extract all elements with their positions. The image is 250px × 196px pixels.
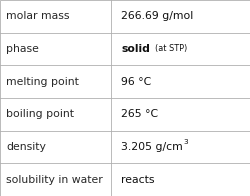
- Text: solubility in water: solubility in water: [6, 175, 103, 185]
- Text: 3.205 g/cm: 3.205 g/cm: [121, 142, 183, 152]
- Text: 266.69 g/mol: 266.69 g/mol: [121, 11, 194, 21]
- Text: molar mass: molar mass: [6, 11, 70, 21]
- Text: reacts: reacts: [121, 175, 155, 185]
- Text: 3: 3: [184, 140, 188, 145]
- Text: 96 °C: 96 °C: [121, 77, 152, 87]
- Text: solid: solid: [121, 44, 150, 54]
- Text: density: density: [6, 142, 46, 152]
- Text: boiling point: boiling point: [6, 109, 74, 119]
- Text: melting point: melting point: [6, 77, 79, 87]
- Text: 265 °C: 265 °C: [121, 109, 158, 119]
- Text: (at STP): (at STP): [154, 44, 187, 54]
- Text: phase: phase: [6, 44, 39, 54]
